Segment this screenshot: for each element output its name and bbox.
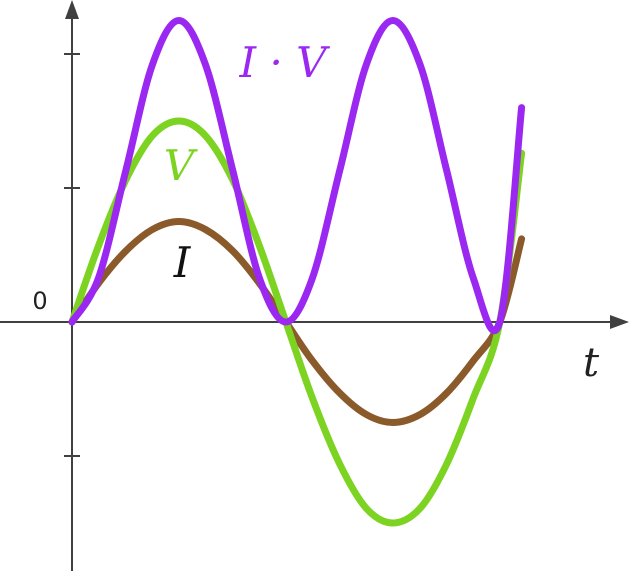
series-line-IV (68, 17, 526, 335)
t-axis-label: t (583, 340, 600, 386)
series-label-I: I (173, 238, 192, 287)
series-label-V: V (164, 141, 198, 190)
x-axis-arrow (610, 315, 629, 329)
origin-label: 0 (32, 287, 47, 315)
series-line-I (68, 218, 526, 426)
series-line-V (68, 117, 526, 527)
y-axis-arrow (65, 0, 79, 19)
series-label-IV: I · V (239, 38, 331, 87)
series-curves (68, 17, 526, 527)
